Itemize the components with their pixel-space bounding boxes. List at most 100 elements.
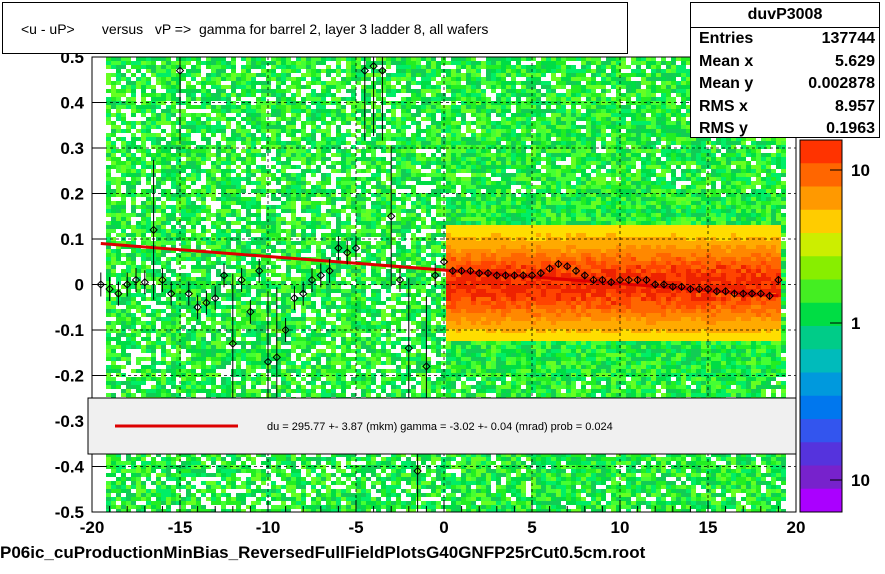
- heatmap-cell: [146, 109, 151, 113]
- heatmap-cell: [121, 293, 126, 297]
- heatmap-cell: [136, 389, 141, 393]
- heatmap-cell: [246, 273, 251, 277]
- heatmap-cell: [226, 97, 231, 101]
- heatmap-cell: [346, 193, 351, 197]
- heatmap-cell: [276, 473, 281, 477]
- heatmap-cell: [241, 373, 246, 377]
- heatmap-cell: [131, 81, 136, 85]
- heatmap-cell: [201, 157, 206, 161]
- heatmap-cell: [351, 321, 356, 325]
- heatmap-cell: [246, 377, 251, 381]
- heatmap-cell: [316, 457, 321, 461]
- heatmap-cell: [301, 309, 306, 313]
- heatmap-cell: [131, 465, 136, 469]
- heatmap-cell: [231, 61, 236, 65]
- heatmap-cell: [331, 337, 336, 341]
- heatmap-cell: [196, 257, 201, 261]
- heatmap-cell: [346, 289, 351, 293]
- heatmap-cell: [361, 317, 366, 321]
- heatmap-cell: [141, 365, 146, 369]
- heatmap-cell: [351, 313, 356, 317]
- heatmap-cell: [106, 473, 111, 477]
- heatmap-cell: [346, 177, 351, 181]
- heatmap-cell: [176, 357, 181, 361]
- heatmap-cell: [206, 241, 211, 245]
- heatmap-cell: [316, 481, 321, 485]
- heatmap-cell: [381, 185, 386, 189]
- heatmap-cell: [266, 285, 271, 289]
- heatmap-cell: [211, 393, 216, 397]
- heatmap-cell: [131, 97, 136, 101]
- heatmap-cell: [186, 373, 191, 377]
- heatmap-cell: [316, 249, 321, 253]
- heatmap-cell: [291, 485, 296, 489]
- heatmap-cell: [126, 193, 131, 197]
- heatmap-cell: [166, 165, 171, 169]
- heatmap-cell: [251, 213, 256, 217]
- heatmap-cell: [326, 141, 331, 145]
- heatmap-cell: [336, 177, 341, 181]
- heatmap-cell: [361, 373, 366, 377]
- heatmap-cell: [386, 81, 391, 85]
- heatmap-cell: [381, 505, 386, 509]
- heatmap-cell: [226, 389, 231, 393]
- heatmap-cell: [276, 461, 281, 465]
- heatmap-cell: [381, 385, 386, 389]
- heatmap-cell: [331, 57, 336, 61]
- heatmap-cell: [211, 461, 216, 465]
- heatmap-cell: [111, 465, 116, 469]
- heatmap-cell: [161, 57, 166, 61]
- heatmap-cell: [201, 453, 206, 457]
- heatmap-cell: [276, 281, 281, 285]
- heatmap-cell: [266, 105, 271, 109]
- heatmap-cell: [121, 85, 126, 89]
- heatmap-cell: [126, 345, 131, 349]
- heatmap-cell: [171, 357, 176, 361]
- heatmap-cell: [131, 377, 136, 381]
- heatmap-cell: [266, 101, 271, 105]
- heatmap-cell: [166, 89, 171, 93]
- heatmap-cell: [276, 469, 281, 473]
- heatmap-cell: [321, 457, 326, 461]
- heatmap-cell: [341, 181, 346, 185]
- heatmap-cell: [246, 145, 251, 149]
- heatmap-cell: [321, 241, 326, 245]
- heatmap-cell: [311, 293, 316, 297]
- heatmap-cell: [221, 229, 226, 233]
- heatmap-cell: [271, 293, 276, 297]
- heatmap-cell: [316, 69, 321, 73]
- heatmap-cell: [276, 81, 281, 85]
- heatmap-cell: [326, 497, 331, 501]
- heatmap-cell: [241, 117, 246, 121]
- heatmap-cell: [316, 117, 321, 121]
- heatmap-cell: [381, 309, 386, 313]
- heatmap-cell: [356, 101, 361, 105]
- heatmap-cell: [156, 217, 161, 221]
- heatmap-cell: [171, 125, 176, 129]
- heatmap-cell: [336, 305, 341, 309]
- heatmap-cell: [276, 273, 281, 277]
- heatmap-cell: [111, 289, 116, 293]
- heatmap-cell: [181, 153, 186, 157]
- heatmap-cell: [156, 221, 161, 225]
- heatmap-cell: [201, 201, 206, 205]
- heatmap-cell: [321, 281, 326, 285]
- heatmap-cell: [326, 297, 331, 301]
- heatmap-cell: [376, 361, 381, 365]
- heatmap-cell: [191, 353, 196, 357]
- heatmap-cell: [111, 89, 116, 93]
- heatmap-cell: [151, 89, 156, 93]
- heatmap-cell: [236, 181, 241, 185]
- heatmap-cell: [276, 457, 281, 461]
- heatmap-cell: [141, 497, 146, 501]
- heatmap-cell: [226, 329, 231, 333]
- heatmap-cell: [156, 393, 161, 397]
- heatmap-cell: [346, 117, 351, 121]
- heatmap-cell: [291, 453, 296, 457]
- heatmap-cell: [151, 145, 156, 149]
- heatmap-cell: [161, 377, 166, 381]
- heatmap-cell: [251, 261, 256, 265]
- heatmap-cell: [206, 489, 211, 493]
- heatmap-cell: [161, 173, 166, 177]
- heatmap-cell: [291, 221, 296, 225]
